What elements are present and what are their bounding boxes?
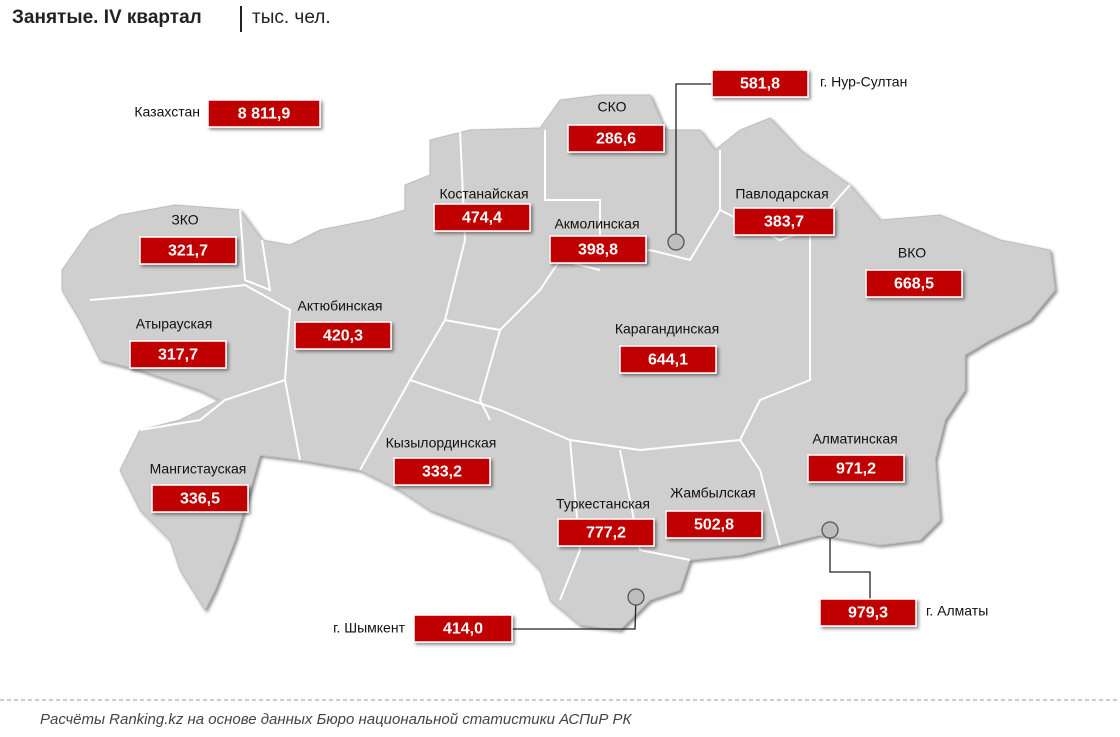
city-marker <box>821 521 839 539</box>
value-box <box>557 518 655 547</box>
value-box <box>129 340 227 369</box>
value-box <box>865 269 963 298</box>
region-value: 668,5 <box>894 276 934 293</box>
region-value: 581,8 <box>740 76 780 93</box>
region-value: 8 811,9 <box>238 106 291 123</box>
region-name: Алматинская <box>812 431 897 447</box>
region-name: г. Нур-Султан <box>820 74 907 90</box>
region-name: Казахстан <box>134 104 200 120</box>
city-marker <box>627 588 645 606</box>
region-value: 979,3 <box>848 605 888 622</box>
region-value: 398,8 <box>578 242 618 259</box>
title: Занятые. IV квартал <box>12 7 202 28</box>
connector <box>675 83 712 242</box>
region-name: Акмолинская <box>554 216 639 232</box>
region-value: 777,2 <box>586 525 626 542</box>
region-value: 420,3 <box>323 328 363 345</box>
region-name: Жамбылская <box>670 485 755 501</box>
region-value: 321,7 <box>168 243 208 260</box>
region-value: 317,7 <box>158 347 198 364</box>
region-value: 502,8 <box>694 517 734 534</box>
region-value: 414,0 <box>443 621 483 638</box>
region-name: ВКО <box>898 245 926 261</box>
value-box <box>413 614 513 643</box>
region-name: Карагандинская <box>615 321 719 337</box>
region-value: 644,1 <box>648 352 688 369</box>
value-box <box>807 454 905 483</box>
value-box <box>567 124 665 153</box>
region-name: Атырауская <box>136 316 213 332</box>
region-name: Павлодарская <box>735 186 828 202</box>
region-value: 383,7 <box>764 214 804 231</box>
region-name: Костанайская <box>439 186 528 202</box>
value-box <box>733 207 835 236</box>
value-box <box>393 457 491 486</box>
region-value: 971,2 <box>836 461 876 478</box>
region-value: 474,4 <box>462 210 502 227</box>
value-box <box>433 203 531 232</box>
unit: тыс. чел. <box>252 7 331 28</box>
region-name: ЗКО <box>171 212 198 228</box>
value-box <box>207 99 321 128</box>
city-marker <box>667 233 685 251</box>
region-name: Мангистауская <box>150 461 247 477</box>
region-name: г. Алматы <box>926 603 988 619</box>
region-name: г. Шымкент <box>333 620 405 636</box>
region-name: Кызылординская <box>386 435 497 451</box>
region-name: Туркестанская <box>556 496 650 512</box>
value-box <box>549 235 647 264</box>
value-box <box>619 345 717 374</box>
region-name: СКО <box>598 99 627 115</box>
connector <box>512 596 637 630</box>
connector <box>829 530 871 599</box>
region-value: 333,2 <box>422 464 462 481</box>
footer: Расчёты Ranking.kz на основе данных Бюро… <box>40 711 633 728</box>
value-box <box>139 236 237 265</box>
region-value: 286,6 <box>596 131 636 148</box>
value-box <box>711 69 809 98</box>
region-value: 336,5 <box>180 491 220 508</box>
value-box <box>151 484 249 513</box>
region-name: Актюбинская <box>298 298 383 314</box>
value-box <box>294 321 392 350</box>
value-box <box>665 510 763 539</box>
value-box <box>819 598 917 627</box>
